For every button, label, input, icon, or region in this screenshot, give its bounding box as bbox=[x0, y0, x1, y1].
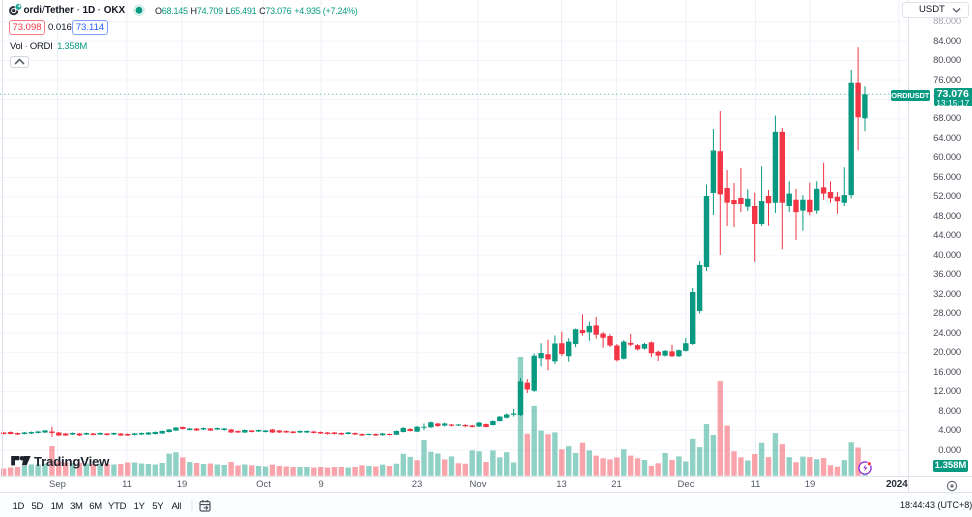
svg-text:TradingView: TradingView bbox=[34, 454, 110, 469]
